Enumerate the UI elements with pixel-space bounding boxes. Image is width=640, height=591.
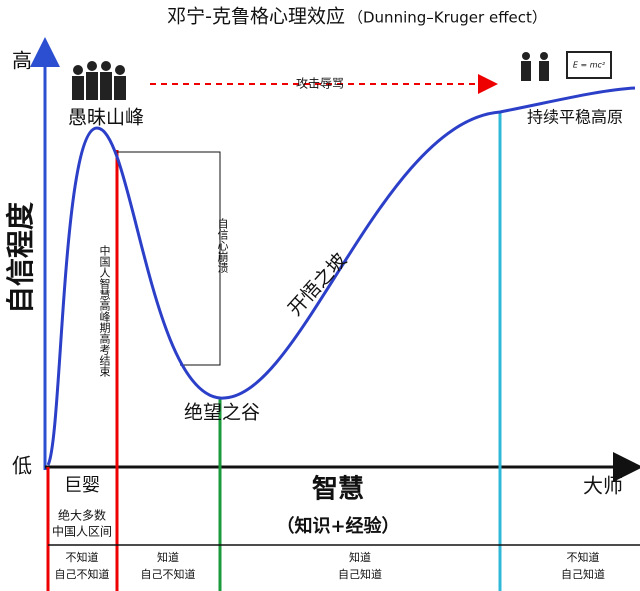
zone-label: 自己知道 xyxy=(561,567,605,581)
zone-label: 自己不知道 xyxy=(141,567,196,581)
subtitle: （Dunning–Kruger effect） xyxy=(348,9,547,27)
x-sublabel: （知识+经验） xyxy=(276,515,399,537)
peak-label: 愚昧山峰 xyxy=(68,107,144,129)
title: 邓宁-克鲁格心理效应 xyxy=(167,6,345,28)
valley-label: 绝望之谷 xyxy=(184,402,260,424)
slope-label: 开悟之坡 xyxy=(284,249,351,320)
zone-label: 知道 xyxy=(349,550,371,564)
vertical-note: 自信心崩溃 xyxy=(216,218,229,274)
plateau-label: 持续平稳高原 xyxy=(527,108,623,127)
x-label: 智慧 xyxy=(312,475,364,505)
zone-label: 不知道 xyxy=(567,550,600,564)
y-label: 自信程度 xyxy=(4,202,37,314)
x-start: 巨婴 xyxy=(64,475,100,496)
bracket xyxy=(117,151,221,366)
vertical-note: 中国人智慧高峰期高考结束 xyxy=(98,245,111,378)
zone-label: 不知道 xyxy=(66,550,99,564)
region-note: 中国人区间 xyxy=(52,524,112,539)
zone-label: 知道 xyxy=(157,550,179,564)
equation: E = mc² xyxy=(573,61,606,70)
arrow-label: 攻击辱骂 xyxy=(296,77,344,91)
x-end: 大师 xyxy=(583,474,623,498)
region-note: 绝大多数 xyxy=(58,508,106,523)
zone-label: 自己不知道 xyxy=(55,567,110,581)
y-high: 高 xyxy=(12,49,32,73)
y-low: 低 xyxy=(12,454,32,478)
curve xyxy=(46,86,636,466)
zone-label: 自己知道 xyxy=(338,567,382,581)
expert-icon xyxy=(521,51,612,81)
crowd-icon xyxy=(72,61,126,100)
